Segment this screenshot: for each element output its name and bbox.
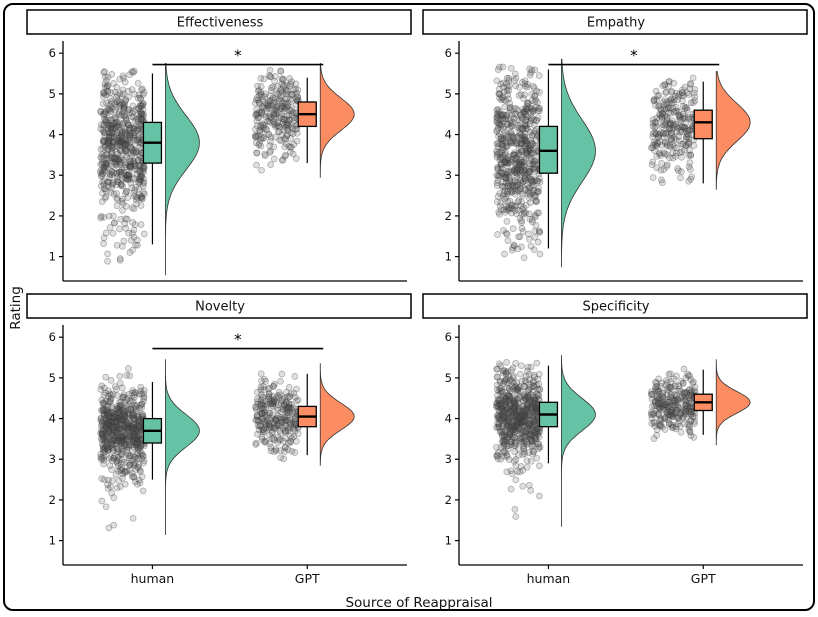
points-cloud-human	[493, 63, 544, 262]
strip-box	[422, 9, 808, 35]
significance-star: *	[234, 47, 242, 65]
y-axis-title-column: Rating	[7, 9, 25, 607]
panel-novelty: Novelty 1 2 3 4 5 6 human GPT *	[25, 293, 417, 595]
y-tick-label: 6	[49, 330, 56, 344]
y-tick-label: 1	[445, 534, 452, 548]
y-tick-label: 1	[445, 250, 452, 264]
violin-GPT	[319, 363, 355, 466]
violin-GPT	[715, 71, 751, 190]
panel-title: Novelty	[195, 300, 245, 315]
panel-title: Empathy	[587, 16, 645, 31]
y-tick-label: 2	[445, 493, 452, 507]
y-tick-label: 3	[445, 452, 452, 466]
y-tick-label: 6	[49, 46, 56, 60]
x-axis-title: Source of Reappraisal	[345, 595, 493, 611]
plot-area-novelty: Novelty 1 2 3 4 5 6 human GPT *	[26, 293, 412, 586]
y-tick-label: 1	[49, 534, 56, 548]
y-axis-title: Rating	[8, 286, 24, 330]
y-tick-label: 5	[49, 87, 56, 101]
x-tick-label-GPT: GPT	[295, 571, 320, 586]
strip-box	[422, 293, 808, 319]
plot-region: Effectiveness 1 2 3 4 5 6 * Empathy 1 2 3 4 5 6 * Nove…	[25, 9, 813, 609]
points-cloud-human	[97, 365, 148, 532]
y-tick-label: 3	[445, 168, 452, 182]
x-tick-label-GPT: GPT	[691, 571, 716, 586]
violin-human	[561, 58, 596, 268]
violin-GPT	[715, 359, 751, 446]
y-tick-label: 4	[49, 412, 56, 426]
points-cloud-human	[493, 359, 544, 520]
y-tick-label: 5	[49, 371, 56, 385]
box-GPT	[693, 109, 713, 140]
y-tick-label: 5	[445, 87, 452, 101]
violin-human	[561, 355, 596, 527]
y-tick-label: 6	[445, 330, 452, 344]
y-tick-label: 6	[445, 46, 452, 60]
y-tick-label: 3	[49, 452, 56, 466]
y-tick-label: 2	[445, 209, 452, 223]
plot-area-effectiveness: Effectiveness 1 2 3 4 5 6 *	[26, 9, 412, 282]
y-tick-label: 5	[445, 371, 452, 385]
figure-frame: Rating Effectiveness 1 2 3 4 5 6 * Empathy 1 2 3 4 5…	[3, 3, 815, 611]
panel-effectiveness: Effectiveness 1 2 3 4 5 6 *	[25, 9, 417, 291]
points-cloud-GPT	[251, 66, 302, 174]
plot-area-specificity: Specificity 1 2 3 4 5 6 human GPT	[422, 293, 808, 586]
points-cloud-GPT	[647, 365, 699, 442]
y-tick-label: 3	[49, 168, 56, 182]
points-cloud-GPT	[647, 74, 699, 186]
x-tick-label-human: human	[527, 571, 571, 586]
significance-star: *	[234, 331, 242, 349]
panel-empathy: Empathy 1 2 3 4 5 6 *	[421, 9, 813, 291]
y-tick-label: 2	[49, 493, 56, 507]
x-tick-label-human: human	[131, 571, 175, 586]
violin-human	[165, 63, 200, 276]
strip-box	[26, 293, 412, 319]
points-cloud-human	[97, 67, 148, 265]
facet-grid: Effectiveness 1 2 3 4 5 6 * Empathy 1 2 3 4 5 6 * Nove…	[25, 9, 813, 595]
panel-title: Effectiveness	[177, 16, 264, 31]
y-tick-label: 4	[445, 412, 452, 426]
y-tick-label: 1	[49, 250, 56, 264]
panel-specificity: Specificity 1 2 3 4 5 6 human GPT	[421, 293, 813, 595]
y-tick-label: 4	[445, 128, 452, 142]
strip-box	[26, 9, 412, 35]
panel-title: Specificity	[583, 300, 650, 315]
significance-star: *	[630, 47, 638, 65]
y-tick-label: 4	[49, 128, 56, 142]
points-cloud-GPT	[251, 370, 303, 463]
y-tick-label: 2	[49, 209, 56, 223]
violin-GPT	[319, 63, 355, 178]
violin-human	[165, 359, 200, 535]
plot-area-empathy: Empathy 1 2 3 4 5 6 *	[422, 9, 808, 282]
